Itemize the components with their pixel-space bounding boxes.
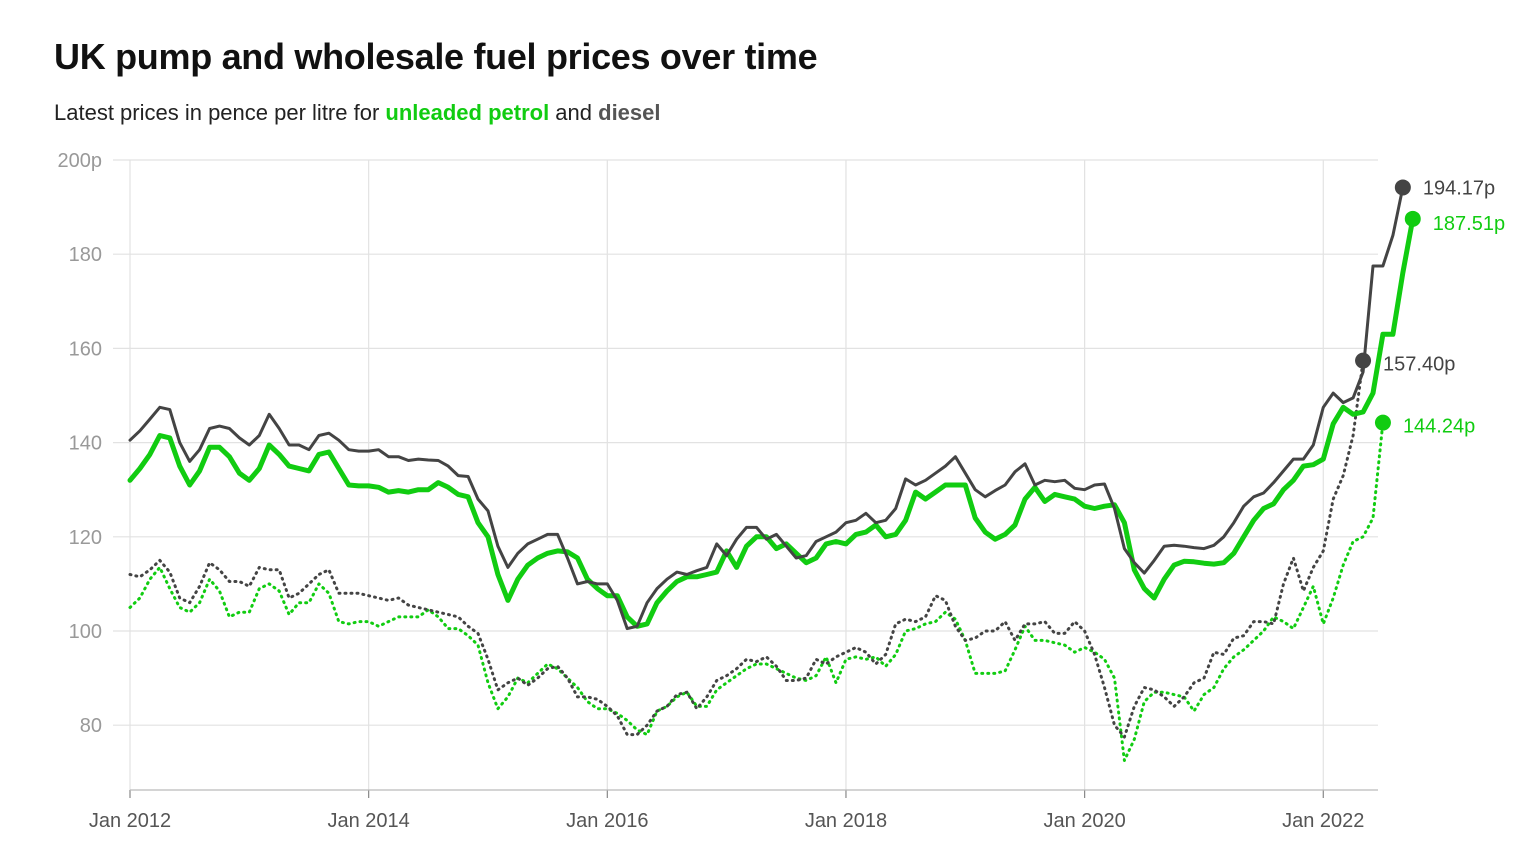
subtitle-petrol-key: unleaded petrol bbox=[385, 100, 550, 125]
series-line-petrol-pump bbox=[127, 216, 1416, 629]
end-label-petrol-pump: 187.51p bbox=[1433, 213, 1505, 235]
x-tick-label: Jan 2014 bbox=[328, 810, 410, 832]
subtitle-middle: and bbox=[549, 100, 599, 125]
x-tick-label: Jan 2018 bbox=[805, 810, 887, 832]
end-marker-diesel-pump bbox=[1394, 179, 1411, 196]
y-tick-label: 100 bbox=[69, 621, 102, 643]
x-tick-label: Jan 2012 bbox=[89, 810, 171, 832]
end-label-diesel-wholesale: 157.40p bbox=[1383, 354, 1455, 376]
end-marker-diesel-wholesale bbox=[1355, 352, 1372, 369]
x-tick-label: Jan 2020 bbox=[1043, 810, 1125, 832]
chart-title: UK pump and wholesale fuel prices over t… bbox=[54, 36, 818, 77]
y-tick-label: 160 bbox=[69, 338, 102, 360]
chart-subtitle: Latest prices in pence per litre for unl… bbox=[54, 100, 661, 126]
series-line-diesel-wholesale bbox=[128, 359, 1365, 739]
y-tick-label: 200p bbox=[58, 150, 103, 172]
subtitle-prefix: Latest prices in pence per litre for bbox=[54, 100, 386, 125]
end-marker-petrol-wholesale bbox=[1374, 414, 1391, 431]
x-tick-label: Jan 2022 bbox=[1282, 810, 1364, 832]
x-tick-label: Jan 2016 bbox=[566, 810, 648, 832]
y-tick-label: 140 bbox=[69, 433, 102, 455]
end-label-petrol-wholesale: 144.24p bbox=[1403, 416, 1475, 438]
y-tick-label: 180 bbox=[69, 244, 102, 266]
series-line-diesel-pump bbox=[128, 186, 1405, 631]
end-label-diesel-pump: 194.17p bbox=[1423, 177, 1495, 199]
subtitle-diesel-key: diesel bbox=[598, 100, 661, 125]
series-line-petrol-wholesale bbox=[128, 421, 1385, 762]
y-tick-label: 120 bbox=[69, 527, 102, 549]
y-tick-label: 80 bbox=[80, 715, 102, 737]
end-marker-petrol-pump bbox=[1404, 210, 1421, 227]
